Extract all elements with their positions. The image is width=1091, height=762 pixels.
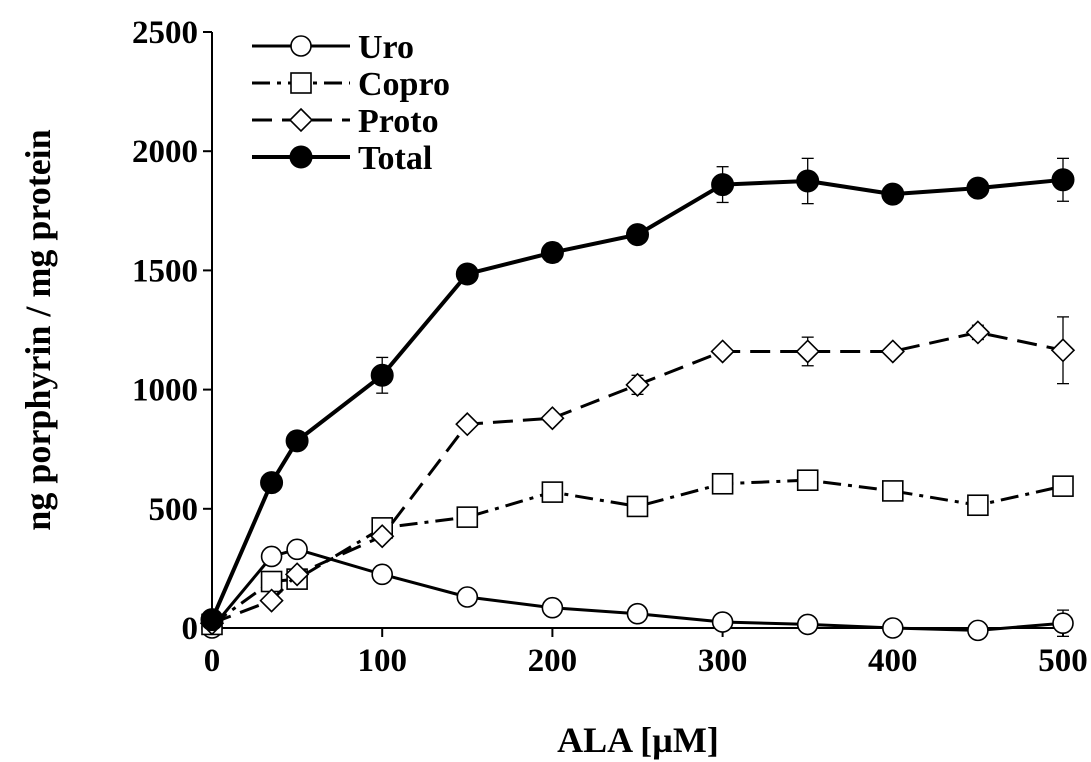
data-point-proto <box>880 339 905 364</box>
data-point-total <box>370 363 394 387</box>
data-point-proto <box>710 339 735 364</box>
data-point-uro <box>541 596 564 619</box>
data-point-uro <box>881 617 904 639</box>
data-point-copro <box>456 506 479 528</box>
data-point-uro <box>371 563 394 586</box>
legend-item-proto: Proto <box>252 103 439 140</box>
legend-marker-proto <box>288 107 314 133</box>
data-point-total <box>540 241 564 265</box>
data-point-total <box>796 169 820 193</box>
data-point-total <box>260 471 284 495</box>
data-point-copro <box>711 472 734 495</box>
data-point-proto <box>259 588 284 613</box>
data-point-proto <box>455 412 480 437</box>
data-point-uro <box>626 602 649 625</box>
data-point-copro <box>967 494 989 517</box>
y-ticks: 0 500 1000 1500 2000 2500 <box>132 15 212 647</box>
data-point-copro <box>541 481 564 503</box>
series-uro <box>201 538 1074 642</box>
series-copro-line <box>211 478 1064 626</box>
data-point-proto <box>284 562 310 587</box>
legend-marker-copro <box>290 72 312 94</box>
y-tick-label: 0 <box>182 611 199 647</box>
data-point-proto <box>965 320 991 345</box>
data-point-total <box>455 262 479 286</box>
data-point-proto <box>625 372 650 397</box>
data-point-copro <box>881 480 904 502</box>
x-tick-label: 100 <box>357 643 407 679</box>
legend-item-copro: Copro <box>252 66 450 103</box>
data-point-uro <box>456 586 479 608</box>
data-point-copro <box>1052 475 1074 497</box>
y-axis-title: ng porphyrin / mg protein <box>18 129 58 530</box>
legend-item-uro: Uro <box>252 29 414 66</box>
data-point-proto <box>1050 338 1076 363</box>
series-total <box>200 157 1075 632</box>
axes: 0 500 1000 1500 2000 2500 0 100 200 300 400 500 <box>132 15 1088 679</box>
data-point-total <box>966 176 990 200</box>
x-tick-label: 200 <box>528 643 578 679</box>
x-ticks: 0 100 200 300 400 500 <box>204 628 1088 679</box>
data-point-uro <box>967 619 989 642</box>
data-point-uro <box>796 613 819 636</box>
legend-item-total: Total <box>252 140 432 177</box>
data-point-uro <box>711 611 734 633</box>
y-tick-label: 2000 <box>132 134 198 170</box>
data-point-uro <box>286 538 308 561</box>
data-point-copro <box>796 469 819 491</box>
legend-label-proto: Proto <box>358 103 439 140</box>
x-tick-label: 500 <box>1038 643 1088 679</box>
y-tick-label: 1500 <box>132 253 198 289</box>
data-point-copro <box>626 495 649 518</box>
legend-label-copro: Copro <box>358 66 450 103</box>
data-point-total <box>200 608 224 632</box>
data-point-total <box>881 182 905 206</box>
data-point-uro <box>1052 612 1074 635</box>
y-tick-label: 2500 <box>132 15 198 51</box>
data-point-proto <box>370 524 395 549</box>
data-point-total <box>285 429 309 453</box>
data-point-total <box>711 173 735 197</box>
x-tick-label: 400 <box>868 643 918 679</box>
data-point-total <box>1051 168 1075 192</box>
data-point-proto <box>540 406 565 431</box>
y-tick-label: 500 <box>149 492 199 528</box>
data-point-proto <box>795 339 820 364</box>
x-tick-label: 0 <box>204 643 221 679</box>
series-layer <box>199 157 1076 642</box>
data-point-total <box>626 223 649 247</box>
legend-label-uro: Uro <box>358 29 414 66</box>
legend-label-total: Total <box>358 140 432 177</box>
legend-marker-uro <box>290 35 312 57</box>
x-axis-title: ALA [µM] <box>557 720 719 760</box>
series-proto <box>199 316 1076 636</box>
legend-marker-total <box>289 145 313 169</box>
x-tick-label: 300 <box>698 643 748 679</box>
data-point-uro <box>260 545 283 568</box>
y-tick-label: 1000 <box>132 373 198 409</box>
